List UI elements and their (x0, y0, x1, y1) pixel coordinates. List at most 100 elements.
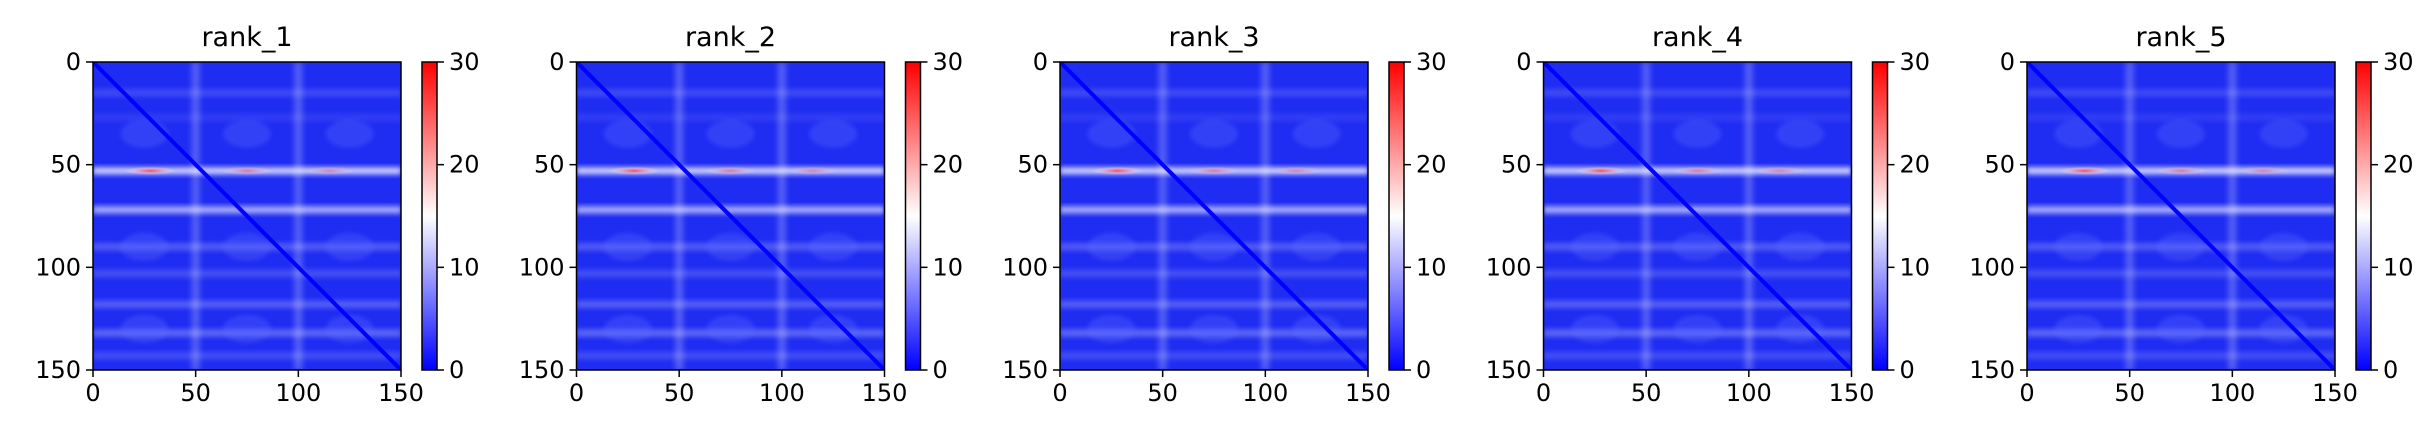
hot-spot (124, 166, 177, 175)
colorbar-tick-label: 20 (449, 151, 480, 179)
row-band (576, 86, 885, 99)
colorbar-tick-label: 20 (1900, 151, 1931, 179)
lattice-spot (325, 119, 374, 148)
colorbar-tick-label: 10 (1416, 253, 1447, 281)
diagonal-line (2027, 62, 2335, 370)
plot-frame (92, 61, 402, 371)
x-tick-label: 100 (759, 379, 805, 407)
hot-spot (1574, 166, 1627, 175)
row-band (93, 267, 401, 280)
colorbar-tick-label: 20 (933, 151, 964, 179)
x-tick-label: 100 (275, 379, 321, 407)
lattice-spot (2054, 314, 2103, 343)
colorbar-tick-label: 30 (1900, 48, 1931, 76)
row-band (576, 111, 885, 124)
colorbar-tick-label: 0 (1900, 356, 1915, 384)
lattice-spot (1292, 314, 1341, 343)
row-band (576, 349, 885, 362)
row-band (93, 298, 401, 311)
row-band (1060, 203, 1368, 216)
y-tick-label: 150 (35, 356, 81, 384)
heatmap-image (1543, 62, 1852, 370)
y-tick-label: 100 (1486, 253, 1532, 281)
lattice-spot (1776, 119, 1825, 148)
lattice-spot (1292, 119, 1341, 148)
lattice-spot (325, 314, 374, 343)
lattice-spot (1190, 232, 1238, 261)
column-band (2122, 62, 2137, 370)
lattice-spot (706, 119, 755, 148)
x-tick-label: 150 (862, 379, 908, 407)
lattice-spot (706, 314, 755, 343)
x-tick-label: 0 (2019, 379, 2034, 407)
column-band (1639, 62, 1654, 370)
panel-title: rank_1 (201, 22, 292, 53)
colorbar-tick-label: 0 (449, 356, 464, 384)
row-band (93, 111, 401, 124)
panel-title: rank_5 (2135, 22, 2226, 53)
heatmap-image (1060, 62, 1368, 370)
plot-frame (1542, 61, 1853, 371)
x-tick-label: 50 (1631, 379, 1662, 407)
colorbar-tick-label: 30 (933, 48, 964, 76)
hot-spot (1091, 166, 1144, 175)
lattice-spot (2157, 314, 2205, 343)
y-tick-label: 50 (1984, 151, 2015, 179)
lattice-spot (2259, 314, 2308, 343)
row-band (2027, 349, 2335, 362)
row-band (1543, 267, 1852, 280)
diagonal-line (1543, 62, 1852, 370)
row-band (576, 267, 885, 280)
colorbar-tick-label: 0 (933, 356, 948, 384)
row-band (2027, 86, 2335, 99)
colorbar-tick-label: 10 (449, 253, 480, 281)
colorbar (904, 61, 922, 371)
y-tick-label: 100 (1002, 253, 1048, 281)
row-band (1543, 86, 1852, 99)
lattice-spot (1087, 119, 1136, 148)
row-band (2027, 203, 2335, 216)
hot-spot (1671, 166, 1724, 175)
y-tick-label: 0 (1033, 48, 1048, 76)
lattice-spot (120, 119, 169, 148)
diagonal-line (576, 62, 885, 370)
row-band (1060, 298, 1368, 311)
lattice-spot (1673, 314, 1722, 343)
row-band (2027, 267, 2335, 280)
row-band (93, 203, 401, 216)
colorbar-tick-label: 30 (2383, 48, 2414, 76)
row-band (576, 203, 885, 216)
lattice-spot (1190, 119, 1238, 148)
x-tick-label: 0 (85, 379, 100, 407)
colorbar (421, 61, 438, 371)
plot-frame (575, 61, 886, 371)
colorbar-tick-label: 10 (933, 253, 964, 281)
lattice-spot (809, 119, 858, 148)
lattice-spot (1673, 119, 1722, 148)
colorbar-tick-label: 10 (2383, 253, 2414, 281)
x-tick-label: 100 (1242, 379, 1288, 407)
panel-title: rank_4 (1652, 22, 1743, 53)
lattice-spot (603, 232, 652, 261)
hot-spot (704, 166, 757, 175)
lattice-spot (325, 232, 374, 261)
row-band (1543, 298, 1852, 311)
column-band (774, 62, 789, 370)
y-tick-label: 50 (50, 151, 81, 179)
x-tick-label: 50 (2114, 379, 2145, 407)
panel-title: rank_2 (685, 22, 776, 53)
lattice-spot (1570, 232, 1619, 261)
x-tick-label: 100 (2209, 379, 2255, 407)
lattice-spot (2157, 232, 2205, 261)
x-tick-label: 100 (1726, 379, 1772, 407)
plot-frame (2026, 61, 2336, 371)
x-tick-label: 0 (569, 379, 584, 407)
row-band (1060, 111, 1368, 124)
diagonal-line (93, 62, 401, 370)
row-band (576, 298, 885, 311)
row-band (1543, 349, 1852, 362)
x-tick-label: 150 (378, 379, 424, 407)
